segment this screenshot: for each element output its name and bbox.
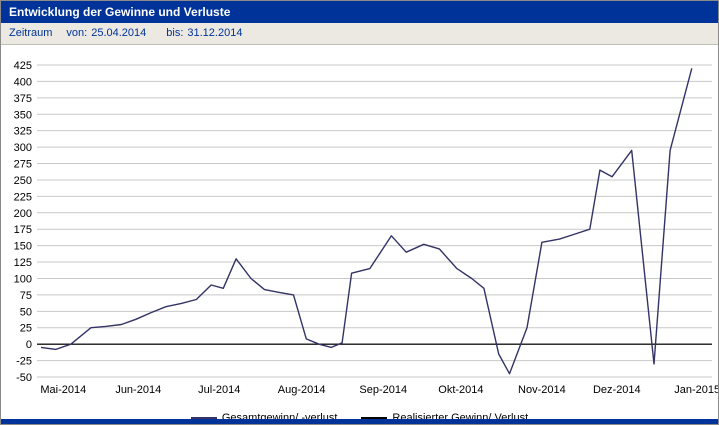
- period-from-label: von:: [66, 27, 88, 39]
- y-tick-label: 100: [14, 273, 32, 285]
- y-tick-label: 400: [14, 76, 32, 88]
- x-tick-label: Dez-2014: [593, 384, 641, 396]
- period-label: Zeitraum: [9, 27, 53, 39]
- chart-svg: 4254003753503253002752502252001751501251…: [14, 60, 719, 396]
- y-tick-label: -25: [16, 356, 32, 368]
- y-tick-label: 50: [20, 306, 32, 318]
- chart-area: 425 400 375 350 325 300 275 250 225 200 175 150 125 1…: [1, 45, 718, 410]
- x-tick-label: Jul-2014: [198, 384, 240, 396]
- x-tick-label: Okt-2014: [438, 384, 483, 396]
- page-title: Entwicklung der Gewinne und Verluste: [9, 5, 231, 19]
- x-tick-label: Mai-2014: [40, 384, 86, 396]
- x-tick-label: Aug-2014: [278, 384, 326, 396]
- y-tick-label: 250: [14, 175, 32, 187]
- y-tick-label: 225: [14, 191, 32, 203]
- y-tick-label: 425: [14, 60, 32, 72]
- y-tick-label: 300: [14, 142, 32, 154]
- legend-line-icon: [190, 417, 217, 419]
- y-tick-label: -50: [16, 372, 32, 384]
- y-tick-label: 75: [20, 290, 32, 302]
- x-tick-label: Nov-2014: [518, 384, 566, 396]
- x-tick-label: Jan-2015: [674, 384, 719, 396]
- period-to-label: bis:: [166, 27, 184, 39]
- y-tick-label: 350: [14, 109, 32, 121]
- y-tick-label: 175: [14, 224, 32, 236]
- y-tick-label: 200: [14, 208, 32, 220]
- y-axis-labels: 4254003753503253002752502252001751501251…: [14, 60, 32, 384]
- y-tick-label: 375: [14, 93, 32, 105]
- legend-line-icon: [361, 417, 388, 419]
- period-bar: Zeitraum von: 25.04.2014 bis: 31.12.2014: [1, 23, 718, 45]
- period-to-value: 31.12.2014: [187, 27, 243, 39]
- gridlines: [37, 64, 712, 378]
- y-tick-label: 275: [14, 159, 32, 171]
- x-tick-label: Sep-2014: [359, 384, 407, 396]
- period-from-value: 25.04.2014: [91, 27, 147, 39]
- y-tick-label: 325: [14, 126, 32, 138]
- y-tick-label: 125: [14, 257, 32, 269]
- y-tick-label: 0: [26, 339, 32, 351]
- footer-bar: [1, 419, 718, 424]
- series-line-0: [40, 68, 693, 375]
- y-tick-label: 25: [20, 323, 32, 335]
- x-axis-labels: Mai-2014 Jun-2014 Jul-2014 Aug-2014 Sep-2014…: [40, 384, 719, 396]
- y-tick-label: 150: [14, 241, 32, 253]
- header-bar: Entwicklung der Gewinne und Verluste: [1, 1, 718, 23]
- x-tick-label: Jun-2014: [115, 384, 161, 396]
